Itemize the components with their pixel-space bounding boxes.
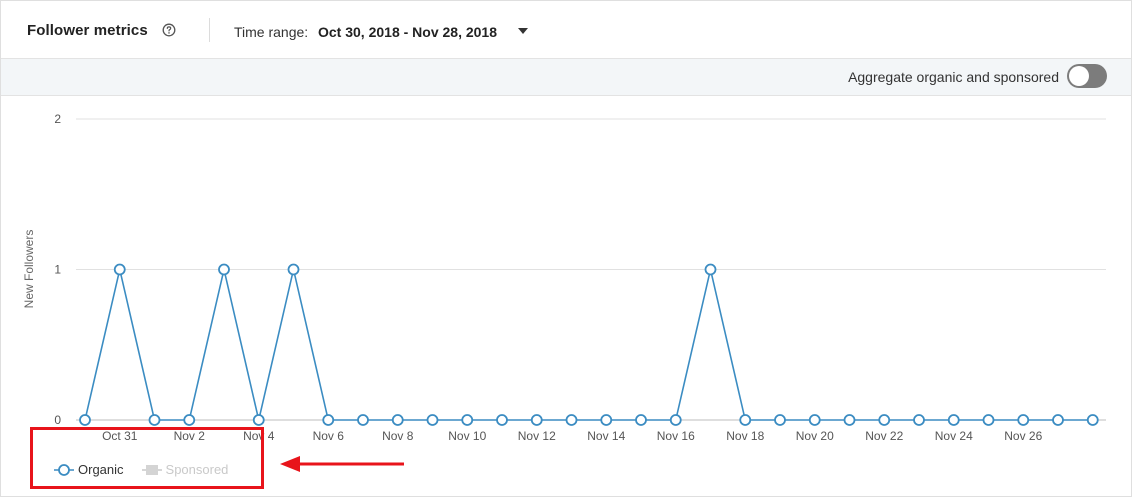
x-tick-label: Nov 24: [935, 429, 973, 443]
x-tick-label: Nov 26: [1004, 429, 1042, 443]
x-tick-label: Nov 18: [726, 429, 764, 443]
chart-legend: Organic Sponsored: [54, 462, 246, 477]
caret-down-icon[interactable]: [518, 28, 528, 34]
card-title: Follower metrics: [27, 22, 148, 39]
data-point: [148, 414, 161, 426]
data-point: [287, 263, 300, 276]
data-point: [496, 414, 508, 426]
x-tick-label: Nov 8: [382, 429, 414, 443]
x-tick-label: Nov 6: [313, 429, 345, 443]
time-range-label: Time range:: [234, 24, 309, 40]
data-point: [878, 414, 891, 426]
x-tick-label: Oct 31: [102, 429, 138, 443]
sponsored-series-icon: [141, 464, 162, 475]
data-point: [357, 414, 369, 426]
legend-item-organic[interactable]: Organic: [54, 462, 124, 477]
data-point: [704, 263, 717, 276]
data-point: [947, 414, 960, 426]
data-point: [1052, 414, 1064, 426]
y-axis-label: New Followers: [22, 229, 36, 309]
x-tick-label: Nov 20: [796, 429, 834, 443]
data-point: [843, 414, 856, 426]
y-tick-label: 0: [54, 413, 61, 427]
chart-toolbar: Aggregate organic and sponsored: [1, 59, 1131, 96]
x-tick-label: Nov 4: [243, 429, 275, 443]
x-tick-label: Nov 16: [657, 429, 695, 443]
x-tick-label: Nov 10: [448, 429, 486, 443]
data-point: [739, 414, 752, 426]
aggregate-toggle-label: Aggregate organic and sponsored: [848, 69, 1059, 85]
header-divider: [209, 18, 210, 42]
organic-series-icon: [54, 463, 74, 476]
y-tick-label: 2: [54, 112, 61, 126]
data-point: [218, 263, 230, 276]
x-tick-label: Nov 22: [865, 429, 903, 443]
legend-item-sponsored[interactable]: Sponsored: [141, 462, 229, 477]
data-point: [391, 414, 404, 426]
x-tick-label: Nov 12: [518, 429, 556, 443]
data-point: [808, 414, 821, 426]
data-point: [982, 414, 995, 426]
legend-highlight-annotation: [30, 427, 264, 489]
data-point: [79, 414, 91, 426]
data-point: [1086, 414, 1099, 426]
legend-organic-label: Organic: [78, 462, 124, 477]
data-point: [113, 263, 126, 276]
card-header: [1, 1, 1131, 59]
x-tick-label: Nov 2: [174, 429, 206, 443]
data-point: [913, 414, 925, 426]
data-point: [322, 414, 335, 426]
data-point: [774, 414, 786, 426]
aggregate-toggle[interactable]: [1067, 64, 1107, 88]
x-tick-label: Nov 14: [587, 429, 625, 443]
toggle-knob: [1069, 66, 1089, 86]
data-point: [461, 414, 474, 426]
data-point: [183, 414, 196, 426]
series-line-organic: [84, 269, 1093, 421]
legend-sponsored-label: Sponsored: [165, 462, 229, 477]
data-point: [426, 414, 439, 426]
data-point: [635, 414, 647, 426]
data-point: [530, 414, 543, 426]
data-point: [1017, 414, 1030, 426]
annotation-arrow-icon: [280, 456, 404, 472]
data-point: [565, 414, 578, 426]
data-point: [600, 414, 613, 426]
y-tick-label: 1: [54, 263, 61, 277]
help-circle-icon[interactable]: [162, 23, 176, 37]
time-range-dropdown[interactable]: Oct 30, 2018 - Nov 28, 2018: [318, 24, 497, 40]
data-point: [669, 414, 682, 426]
data-point: [252, 414, 265, 426]
